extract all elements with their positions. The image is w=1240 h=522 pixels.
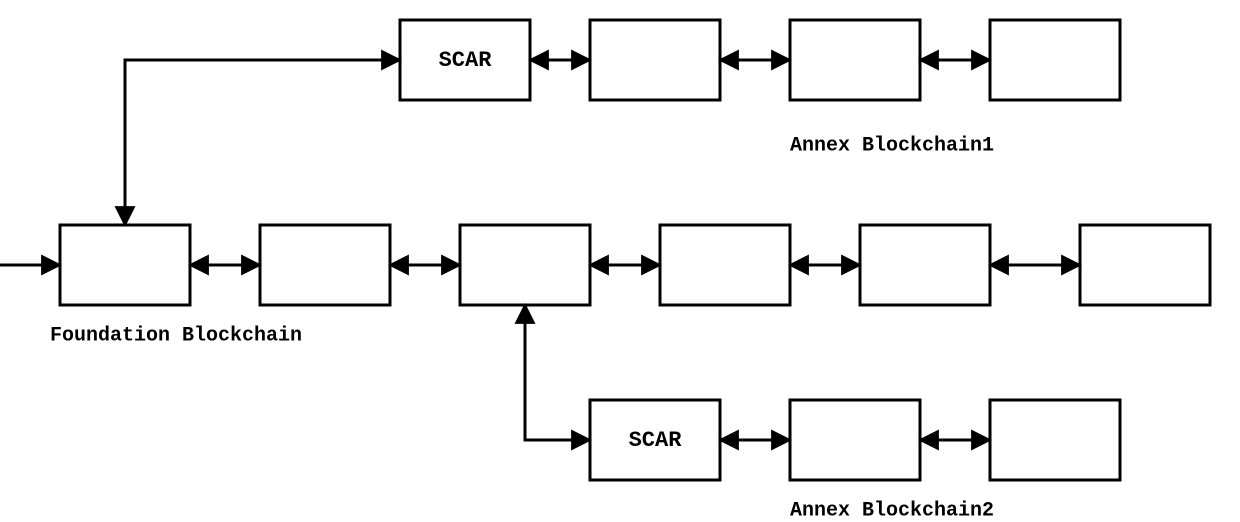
annex2-box: [790, 400, 920, 480]
link-f2-a2: [525, 305, 590, 440]
annex2-label: Annex Blockchain2: [790, 499, 994, 522]
link-f0-a1: [125, 60, 400, 225]
foundation-label: Foundation Blockchain: [50, 324, 302, 347]
foundation-box: [660, 225, 790, 305]
annex1-box: [790, 20, 920, 100]
foundation-box: [260, 225, 390, 305]
foundation-box: [860, 225, 990, 305]
annex1-box-label: SCAR: [439, 48, 493, 73]
annex1-label: Annex Blockchain1: [790, 134, 994, 157]
annex1-box: [990, 20, 1120, 100]
foundation-box: [460, 225, 590, 305]
blockchain-diagram: SCAR Annex Blockchain1 Foundation Blockcha…: [0, 0, 1240, 522]
annex2-box-label: SCAR: [629, 428, 683, 453]
annex2-box: [990, 400, 1120, 480]
annex1-box: [590, 20, 720, 100]
foundation-box: [1080, 225, 1210, 305]
foundation-box: [60, 225, 190, 305]
